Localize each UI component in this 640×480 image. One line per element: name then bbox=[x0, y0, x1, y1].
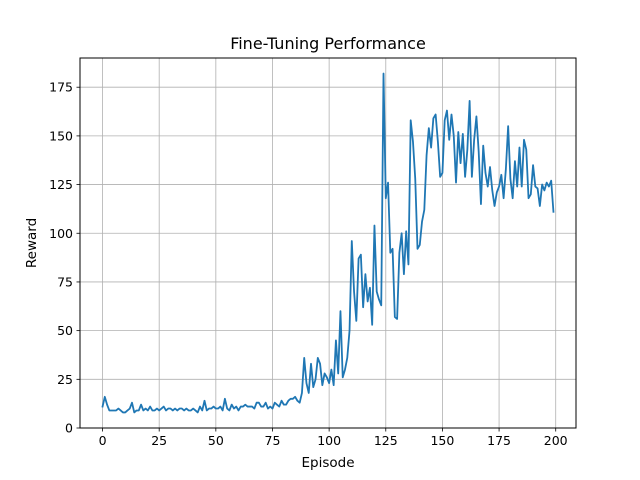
y-tick-label: 125 bbox=[49, 177, 73, 192]
y-axis-title: Reward bbox=[24, 218, 40, 268]
y-tick-label: 0 bbox=[65, 421, 73, 436]
x-tick-label: 75 bbox=[265, 433, 281, 448]
x-tick-label: 25 bbox=[151, 433, 167, 448]
x-tick-label: 50 bbox=[208, 433, 224, 448]
y-axis-ticks: 0 25 50 75 100 125 150 175 bbox=[49, 80, 80, 436]
y-tick-label: 150 bbox=[49, 128, 73, 143]
data-series bbox=[101, 72, 555, 414]
x-tick-label: 125 bbox=[374, 433, 398, 448]
y-tick-label: 25 bbox=[57, 372, 73, 387]
y-tick-label: 50 bbox=[57, 323, 73, 338]
x-axis-ticks: 0 25 50 75 100 125 150 175 200 bbox=[99, 428, 568, 448]
chart-title: Fine-Tuning Performance bbox=[230, 34, 426, 53]
reward-series-line bbox=[101, 72, 555, 414]
x-tick-label: 0 bbox=[99, 433, 107, 448]
y-tick-label: 75 bbox=[57, 274, 73, 289]
x-tick-label: 150 bbox=[430, 433, 454, 448]
x-axis-title: Episode bbox=[301, 455, 354, 471]
y-tick-label: 100 bbox=[49, 226, 73, 241]
x-tick-label: 200 bbox=[544, 433, 568, 448]
x-tick-label: 100 bbox=[317, 433, 341, 448]
y-tick-label: 175 bbox=[49, 80, 73, 95]
x-tick-label: 175 bbox=[487, 433, 511, 448]
plot-frame bbox=[79, 57, 577, 429]
plot-background bbox=[80, 58, 576, 428]
grid-lines bbox=[80, 58, 576, 429]
